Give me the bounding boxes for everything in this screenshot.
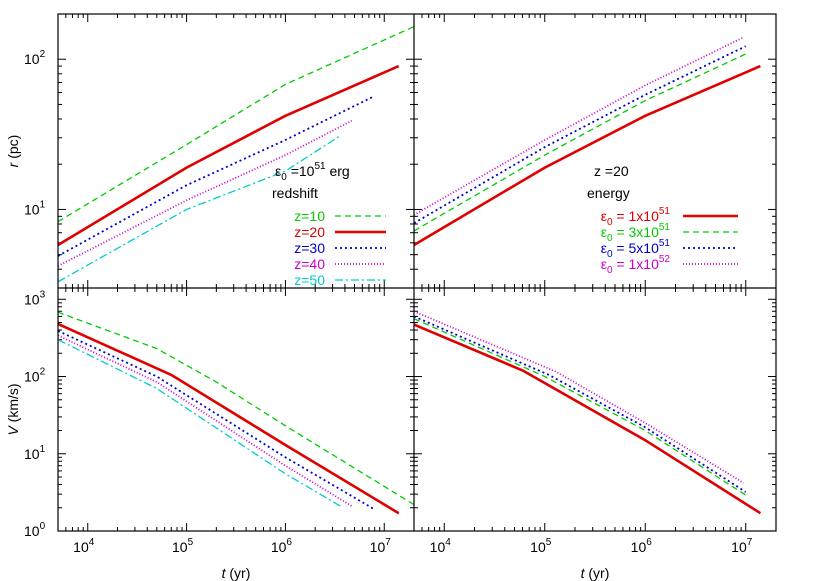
y-axis-title: V (km/s) [5, 383, 21, 435]
y-tick-label: 101 [24, 199, 46, 217]
legend-label-4: z=40 [294, 256, 325, 272]
series-line-1 [413, 323, 762, 515]
legend-label-4: ε0 = 1x1052 [601, 254, 671, 276]
frame [57, 13, 777, 532]
series-line-2 [413, 318, 749, 498]
series-line-3 [413, 45, 747, 224]
panel-bottom-right: 104 105 106 107 t (yr) [413, 288, 777, 581]
x-tick-label: 107 [731, 537, 753, 555]
legend-label-1: ε0 = 1x1051 [601, 206, 671, 228]
legend-label-3: ε0 = 5x1051 [601, 238, 671, 260]
legend-label-3: z=30 [294, 240, 325, 256]
x-tick-label: 106 [631, 537, 653, 555]
plot-border [57, 13, 777, 532]
series-line-3 [57, 95, 376, 257]
x-tick-label: 105 [530, 537, 552, 555]
series-line-2 [57, 322, 400, 515]
series-line-4 [413, 310, 744, 484]
legend-subtitle: energy [587, 185, 630, 201]
panel-ticks [57, 13, 415, 289]
y-tick-label: 103 [24, 289, 46, 307]
x-tick-label: 107 [370, 537, 392, 555]
y-axis-title: r (pc) [5, 135, 21, 168]
panel-ticks [413, 13, 777, 289]
y-tick-label: 102 [24, 49, 46, 67]
legend-title: z =20 [594, 163, 629, 179]
y-tick-label: 100 [24, 521, 46, 539]
legend-label-1: z=10 [294, 208, 325, 224]
series-line-2 [57, 64, 400, 247]
x-axis-title: t (yr) [222, 565, 251, 581]
x-tick-label: 105 [172, 537, 194, 555]
series-line-2 [413, 52, 749, 232]
series-line-1 [413, 64, 761, 247]
series-group [57, 26, 415, 283]
y-tick-label: 101 [24, 444, 46, 462]
panel-ticks [57, 288, 415, 532]
legend-subtitle: redshift [272, 185, 318, 201]
series-line-3 [413, 315, 747, 493]
x-axis-title: t (yr) [581, 565, 610, 581]
series-line-5 [57, 339, 341, 507]
series-line-4 [57, 119, 353, 267]
series-line-1 [57, 26, 415, 223]
legend: ε0 =1051 erg redshift z=10z=20z=30z=40z=50 [272, 161, 386, 288]
panel-bottom-left: 104 105 106 107 100 101 102 103 t (yr) V (km/s) [5, 288, 415, 581]
series-line-3 [57, 330, 376, 511]
legend-title: ε0 =1051 erg [275, 161, 350, 183]
series-group [57, 311, 415, 515]
series-line-4 [413, 36, 744, 216]
x-tick-label: 104 [430, 537, 452, 555]
x-tick-label: 104 [73, 537, 95, 555]
series-group [413, 310, 762, 515]
series-line-1 [57, 311, 415, 506]
legend-label-2: z=20 [294, 224, 325, 240]
x-tick-label: 106 [271, 537, 293, 555]
panel-top-left: 101 102 r (pc) ε0 =1051 erg redshift z=10z=20… [5, 13, 415, 289]
legend-label-5: z=50 [294, 272, 325, 288]
series-line-4 [57, 334, 353, 507]
y-tick-label: 102 [24, 367, 46, 385]
series-group [413, 36, 761, 247]
panel-ticks [413, 288, 777, 532]
legend-label-2: ε0 = 3x1051 [601, 222, 671, 244]
